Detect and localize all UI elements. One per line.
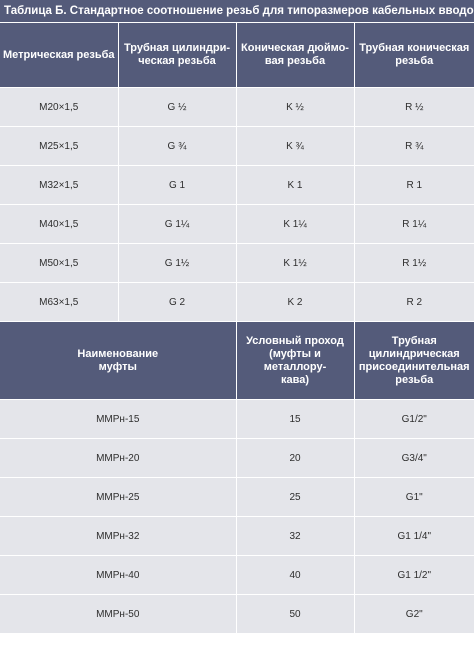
cell-conical-inch: K ½ xyxy=(236,87,355,127)
cell-coupling-name: ММРн-32 xyxy=(0,516,237,556)
header-nominal-bore: Условный проход (муфты и металлору-кава) xyxy=(236,321,355,400)
cell-connection-thread: G1 1/4" xyxy=(354,516,474,556)
table-row: M40×1,5 G 1¼ K 1¼ R 1¼ xyxy=(0,204,474,244)
cell-connection-thread: G1/2" xyxy=(354,399,474,439)
header-conical-inch-thread: Коническая дюймо-вая резьба xyxy=(236,23,355,88)
thread-table-header: Метрическая резьба Трубная цилиндри-ческ… xyxy=(0,23,474,88)
cell-metric: M40×1,5 xyxy=(0,204,119,244)
cell-coupling-name: ММРн-40 xyxy=(0,555,237,595)
cell-conical-inch: K 1½ xyxy=(236,243,355,283)
cell-coupling-name: ММРн-15 xyxy=(0,399,237,439)
cell-coupling-name: ММРн-25 xyxy=(0,477,237,517)
table-row: M50×1,5 G 1½ K 1½ R 1½ xyxy=(0,243,474,283)
cell-pipe-conical: R 1½ xyxy=(354,243,474,283)
cell-nominal-bore: 32 xyxy=(236,516,355,556)
table-row: ММРн-15 15 G1/2" xyxy=(0,399,474,439)
coupling-table-header: Наименование муфты Условный проход (муфты … xyxy=(0,321,474,400)
cell-connection-thread: G2" xyxy=(354,594,474,633)
cell-coupling-name: ММРн-50 xyxy=(0,594,237,633)
table-row: M63×1,5 G 2 K 2 R 2 xyxy=(0,282,474,321)
cell-conical-inch: K 1 xyxy=(236,165,355,205)
cell-nominal-bore: 50 xyxy=(236,594,355,633)
table-row: ММРн-20 20 G3/4" xyxy=(0,438,474,478)
cell-metric: M25×1,5 xyxy=(0,126,119,166)
table-caption: Таблица Б. Стандартное соотношение резьб… xyxy=(0,0,474,23)
header-connection-thread: Трубная цилиндрическая присоединительная ре… xyxy=(354,321,474,400)
cell-nominal-bore: 20 xyxy=(236,438,355,478)
table-row: ММРн-40 40 G1 1/2" xyxy=(0,555,474,595)
table-row: M32×1,5 G 1 K 1 R 1 xyxy=(0,165,474,205)
cell-connection-thread: G3/4" xyxy=(354,438,474,478)
cell-pipe-cylindrical: G 2 xyxy=(118,282,237,321)
cell-nominal-bore: 40 xyxy=(236,555,355,595)
cell-pipe-cylindrical: G 1½ xyxy=(118,243,237,283)
cell-pipe-conical: R 1¼ xyxy=(354,204,474,244)
cell-metric: M50×1,5 xyxy=(0,243,119,283)
header-pipe-cylindrical-thread: Трубная цилиндри-ческая резьба xyxy=(118,23,237,88)
cell-pipe-conical: R ¾ xyxy=(354,126,474,166)
cell-conical-inch: K 2 xyxy=(236,282,355,321)
cell-connection-thread: G1 1/2" xyxy=(354,555,474,595)
cell-conical-inch: K ¾ xyxy=(236,126,355,166)
table-row: M20×1,5 G ½ K ½ R ½ xyxy=(0,87,474,127)
header-coupling-name: Наименование муфты xyxy=(0,321,237,400)
cell-nominal-bore: 25 xyxy=(236,477,355,517)
cell-conical-inch: K 1¼ xyxy=(236,204,355,244)
cell-connection-thread: G1" xyxy=(354,477,474,517)
cell-nominal-bore: 15 xyxy=(236,399,355,439)
header-metric-thread: Метрическая резьба xyxy=(0,23,119,88)
cell-pipe-cylindrical: G 1 xyxy=(118,165,237,205)
cell-metric: M20×1,5 xyxy=(0,87,119,127)
cell-pipe-cylindrical: G 1¼ xyxy=(118,204,237,244)
cell-pipe-cylindrical: G ¾ xyxy=(118,126,237,166)
header-pipe-conical-thread: Трубная коническая резьба xyxy=(354,23,474,88)
cell-metric: M63×1,5 xyxy=(0,282,119,321)
coupling-table: Наименование муфты Условный проход (муфты … xyxy=(0,321,474,633)
thread-table: Метрическая резьба Трубная цилиндри-ческ… xyxy=(0,23,474,321)
table-row: ММРн-32 32 G1 1/4" xyxy=(0,516,474,556)
cell-pipe-conical: R 1 xyxy=(354,165,474,205)
cell-metric: M32×1,5 xyxy=(0,165,119,205)
table-row: ММРн-50 50 G2" xyxy=(0,594,474,633)
cell-pipe-cylindrical: G ½ xyxy=(118,87,237,127)
table-row: M25×1,5 G ¾ K ¾ R ¾ xyxy=(0,126,474,166)
table-row: ММРн-25 25 G1" xyxy=(0,477,474,517)
cell-pipe-conical: R 2 xyxy=(354,282,474,321)
cell-coupling-name: ММРн-20 xyxy=(0,438,237,478)
cell-pipe-conical: R ½ xyxy=(354,87,474,127)
